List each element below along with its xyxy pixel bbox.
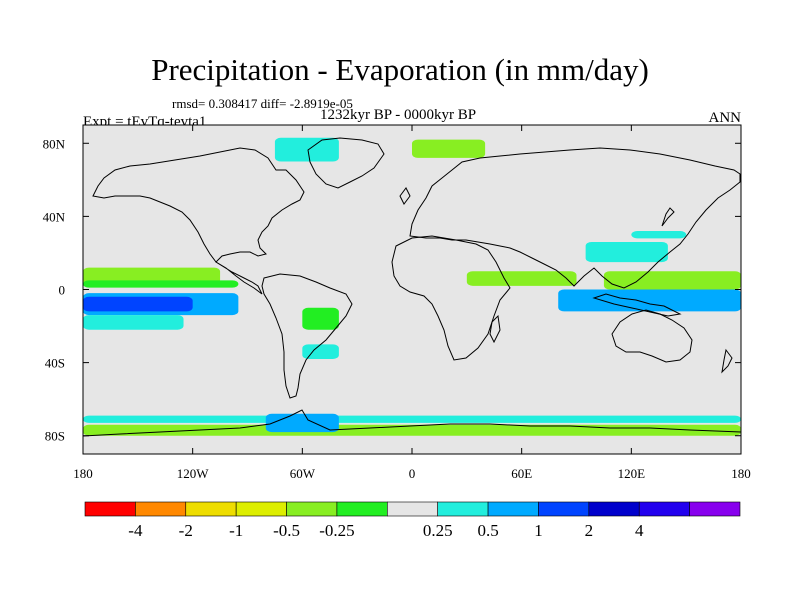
colorbar-box-8 — [487, 501, 539, 517]
map-area — [82, 124, 742, 455]
colorbar-label-7: 1 — [534, 521, 543, 540]
colorbar-box-7 — [437, 501, 489, 517]
colorbar-box-3 — [235, 501, 287, 517]
colorbar-box-12 — [689, 501, 741, 517]
coastline-indonesia — [592, 293, 682, 317]
anomaly-region-11 — [274, 137, 339, 162]
coastline-australia — [611, 309, 693, 363]
y-axis: 80N 40N 0 40S 80S — [43, 136, 741, 444]
colorbar-box-6 — [387, 501, 438, 517]
anomaly-region-7 — [603, 271, 741, 290]
colorbar-box-4 — [286, 501, 338, 517]
anomaly-region-0 — [83, 267, 221, 285]
anomaly-region-8 — [585, 241, 668, 263]
colorbar-label-8: 2 — [585, 521, 594, 540]
colorbar-box-2 — [185, 501, 237, 517]
season-label: ANN — [708, 110, 742, 126]
coastline-africa — [391, 235, 511, 361]
colorbar: -4 -2 -1 -0.5 -0.25 0.25 0.5 1 2 4 — [84, 501, 741, 540]
coastline-new-zealand — [721, 348, 733, 374]
x-tick-label-6: 180 — [731, 466, 751, 481]
x-axis: 180 120W 60W 0 60E 120E 180 — [73, 125, 751, 481]
anomaly-region-10 — [412, 139, 486, 158]
y-tick-label-1: 40N — [43, 209, 66, 224]
anomaly-region-16 — [302, 344, 339, 359]
colorbar-box-0 — [84, 501, 136, 517]
colorbar-label-0: -4 — [128, 521, 143, 540]
period-label: 1232kyr BP - 0000kyr BP — [320, 107, 477, 123]
coastline-north-america — [92, 147, 305, 295]
colorbar-box-10 — [588, 501, 640, 517]
x-tick-label-4: 60E — [511, 466, 532, 481]
coastline-eurasia — [409, 147, 741, 289]
colorbar-label-6: 0.5 — [477, 521, 498, 540]
anomaly-region-1 — [83, 280, 239, 288]
colorbar-box-11 — [638, 501, 690, 517]
coastline-antarctica — [82, 409, 742, 437]
anomaly-region-4 — [83, 315, 184, 330]
colorbar-label-9: 4 — [635, 521, 644, 540]
x-tick-label-5: 120E — [618, 466, 646, 481]
anomaly-region-12 — [83, 415, 741, 423]
colorbar-label-1: -2 — [179, 521, 193, 540]
colorbar-box-9 — [538, 501, 590, 517]
plot-title: Precipitation - Evaporation (in mm/day) — [151, 52, 649, 87]
anomaly-region-5 — [466, 271, 577, 286]
colorbar-label-2: -1 — [229, 521, 243, 540]
anomaly-region-3 — [83, 296, 193, 312]
coastline-madagascar — [489, 314, 501, 344]
stats-line: rmsd= 0.308417 diff= -2.8919e-05 — [172, 96, 353, 111]
anomaly-regions — [83, 137, 741, 436]
y-tick-label-4: 80S — [45, 429, 65, 444]
coastline-greenland — [307, 137, 385, 189]
anomaly-region-9 — [631, 231, 687, 239]
colorbar-label-4: -0.25 — [319, 521, 354, 540]
coastline-south-america — [261, 273, 353, 399]
x-tick-label-0: 180 — [73, 466, 93, 481]
colorbar-box-1 — [135, 501, 187, 517]
coastlines — [82, 137, 742, 437]
y-tick-label-3: 40S — [45, 356, 65, 371]
colorbar-label-5: 0.25 — [423, 521, 453, 540]
y-tick-label-2: 0 — [59, 283, 66, 298]
colorbar-label-3: -0.5 — [273, 521, 300, 540]
x-tick-label-3: 0 — [409, 466, 416, 481]
x-tick-label-1: 120W — [177, 466, 210, 481]
x-tick-label-2: 60W — [290, 466, 316, 481]
anomaly-region-15 — [302, 307, 339, 330]
coastline-uk — [399, 187, 411, 205]
coastline-japan — [661, 207, 675, 227]
anomaly-region-6 — [558, 289, 741, 312]
y-tick-label-0: 80N — [43, 136, 66, 151]
colorbar-box-5 — [336, 501, 388, 517]
